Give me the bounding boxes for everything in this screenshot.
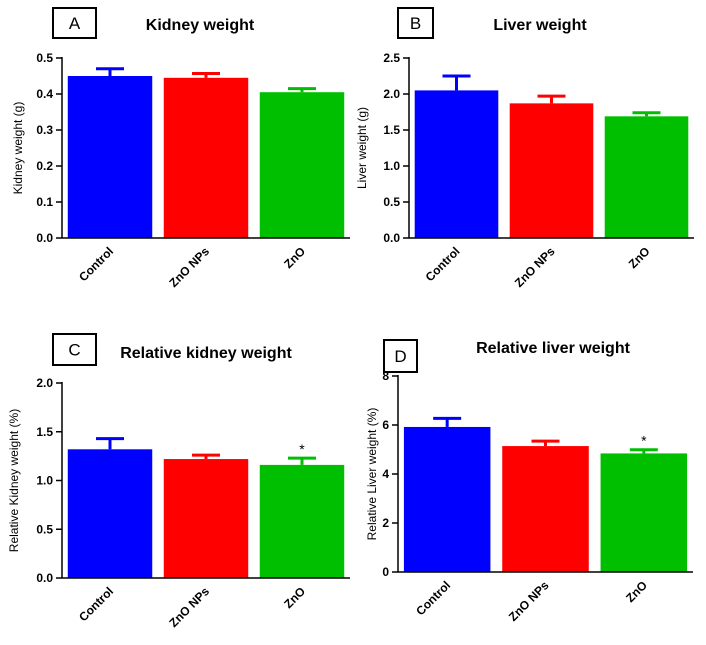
x-tick-label: ZnO NPs xyxy=(506,578,552,624)
panel-label: A xyxy=(69,14,81,33)
x-tick-label: Control xyxy=(76,244,116,284)
bar-zno-nps xyxy=(509,103,594,238)
x-tick-label: ZnO xyxy=(281,244,308,271)
x-tick-label: ZnO NPs xyxy=(166,244,212,290)
y-axis-label: Kidney weight (g) xyxy=(11,102,25,195)
y-tick-label: 0.0 xyxy=(383,231,400,245)
panel-label-box xyxy=(52,7,97,39)
y-tick-label: 1.5 xyxy=(383,123,400,137)
bar-zno-nps xyxy=(163,459,249,578)
x-tick-label: Control xyxy=(423,244,463,284)
significance-marker: * xyxy=(299,441,305,457)
y-tick-label: 4 xyxy=(382,467,389,481)
x-tick-label: ZnO xyxy=(623,578,650,605)
bar-control xyxy=(67,76,153,238)
y-tick-label: 1.5 xyxy=(36,425,53,439)
y-tick-label: 1.0 xyxy=(36,474,53,488)
panel-label-box xyxy=(397,7,434,39)
bar-zno-nps xyxy=(502,446,589,572)
panel-label: D xyxy=(394,347,406,366)
y-tick-label: 1.0 xyxy=(383,159,400,173)
y-tick-label: 0.1 xyxy=(36,195,53,209)
x-tick-label: Control xyxy=(413,578,453,618)
y-tick-label: 0.4 xyxy=(36,87,53,101)
panel-label: C xyxy=(68,341,80,360)
chart-panel-b: B Liver weight Liver weight (g) 0.0 0.5 1.0 1.… xyxy=(355,7,694,290)
bar-zno-nps xyxy=(163,77,249,238)
y-axis-label: Liver weight (g) xyxy=(355,107,369,189)
bar-control xyxy=(414,90,499,239)
panel-label: B xyxy=(410,14,421,33)
y-tick-label: 0.5 xyxy=(36,51,53,65)
y-axis-label: Relative Liver weight (%) xyxy=(365,408,379,541)
bar-zno xyxy=(604,116,689,238)
panel-label-box xyxy=(52,333,97,366)
y-tick-label: 0.2 xyxy=(36,159,53,173)
y-tick-label: 2.0 xyxy=(36,376,53,390)
y-tick-label: 2.5 xyxy=(383,51,400,65)
y-tick-label: 6 xyxy=(382,418,389,432)
bar-zno xyxy=(600,453,688,572)
y-tick-label: 0.5 xyxy=(383,195,400,209)
chart-title: Kidney weight xyxy=(146,17,255,34)
x-tick-label: ZnO NPs xyxy=(166,584,212,630)
significance-marker: * xyxy=(641,433,647,449)
x-tick-label: Control xyxy=(76,584,116,624)
x-tick-label: ZnO NPs xyxy=(512,244,558,290)
y-tick-label: 0.0 xyxy=(36,571,53,585)
y-tick-label: 8 xyxy=(382,369,389,383)
chart-title: Relative liver weight xyxy=(476,340,631,357)
chart-panel-c: C Relative kidney weight Relative Kidney w… xyxy=(7,333,350,630)
bar-zno xyxy=(259,92,345,238)
y-tick-label: 0 xyxy=(382,565,389,579)
chart-title: Relative kidney weight xyxy=(120,345,292,362)
bar-control xyxy=(67,449,153,578)
chart-title: Liver weight xyxy=(493,17,587,34)
panel-label-box xyxy=(383,339,418,373)
y-tick-label: 2 xyxy=(382,516,389,530)
chart-panel-a: A Kidney weight Kidney weight (g) 0.0 0.1 0.2… xyxy=(11,7,350,290)
y-tick-label: 0.5 xyxy=(36,522,53,536)
chart-panel-d: D Relative liver weight Relative Liver wei… xyxy=(365,339,693,624)
bar-control xyxy=(403,426,491,572)
x-tick-label: ZnO xyxy=(626,244,653,271)
y-tick-label: 0.0 xyxy=(36,231,53,245)
y-tick-label: 0.3 xyxy=(36,123,53,137)
x-tick-label: ZnO xyxy=(281,584,308,611)
y-axis-label: Relative Kidney weight (%) xyxy=(7,409,21,552)
y-tick-label: 2.0 xyxy=(383,87,400,101)
bar-zno xyxy=(259,464,345,578)
